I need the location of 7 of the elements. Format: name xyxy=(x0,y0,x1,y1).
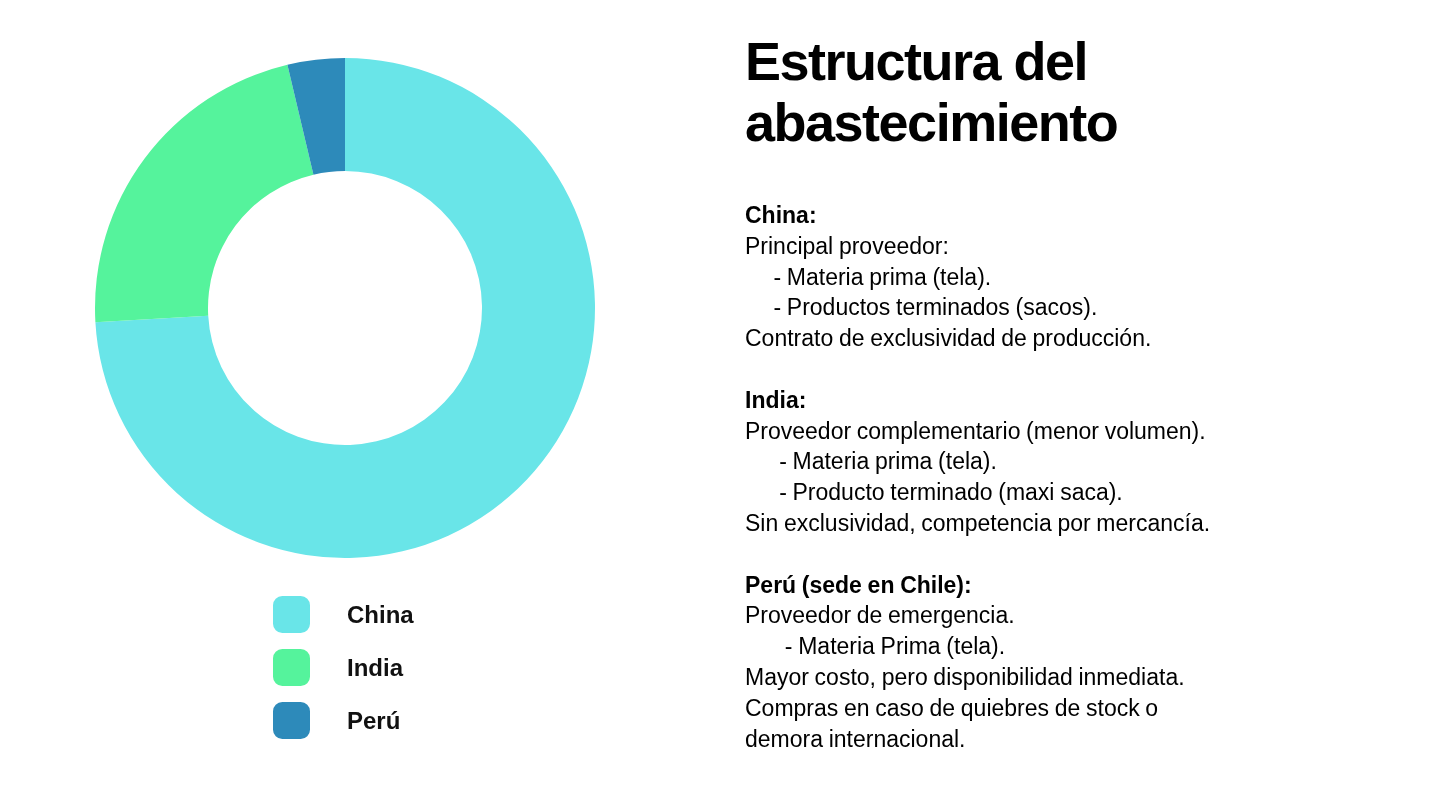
text: Perú (sede en Chile): Proveedor de emergencia. - Materia Prima (tela). Mayor costo, pero disponibilidad inmediata. Compras en caso de quiebres de stock o demora internacional. xyxy=(745,570,1186,754)
legend-label: India xyxy=(347,654,404,681)
legend-label: China xyxy=(347,601,415,628)
text: Estructura del abastecimiento xyxy=(745,31,1119,153)
text: India: Proveedor complementario (menor volumen). - Materia prima (tela). - Producto terminado (maxi saca). Sin exclusividad, competencia por mercancía. xyxy=(745,385,1212,538)
text: China: Principal proveedor: - Materia prima (tela). - Productos terminados (sacos). Contrato de exclusividad de producción. xyxy=(745,201,1153,354)
legend-label: Perú xyxy=(347,707,401,734)
